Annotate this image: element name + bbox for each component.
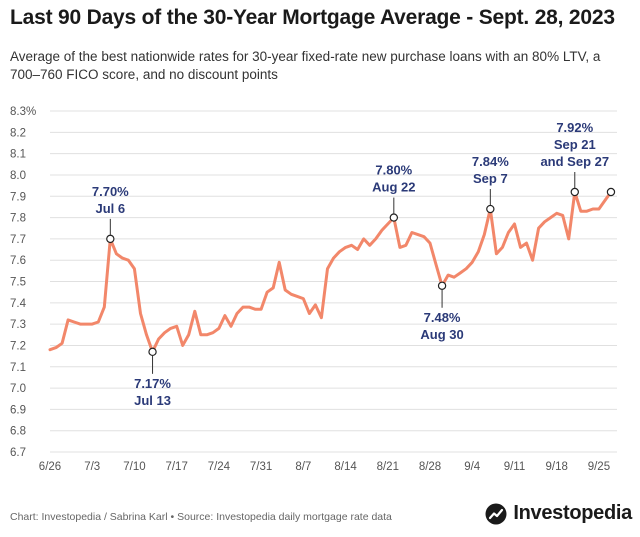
annotations: 7.70% Jul 6 7.17% Jul 13 7.80% Aug 22 7.48% Aug… — [92, 120, 616, 408]
series-line — [48, 190, 613, 354]
x-tick-label: 7/24 — [208, 461, 231, 473]
annotation-label: 7.92% — [556, 120, 593, 135]
y-tick-label: 8.0 — [10, 170, 26, 182]
x-tick-label: 9/18 — [545, 461, 567, 473]
annotation-marker — [437, 281, 447, 290]
x-tick-label: 9/25 — [588, 461, 610, 473]
x-tick-label: 7/17 — [165, 461, 187, 473]
annotation-label: Aug 22 — [372, 180, 415, 195]
x-tick-label: 8/7 — [295, 461, 311, 473]
y-tick-label: 7.3 — [10, 319, 26, 331]
y-tick-label: 8.3% — [10, 106, 36, 118]
x-tick-label: 8/21 — [377, 461, 399, 473]
chart-subtitle: Average of the best nationwide rates for… — [10, 49, 601, 82]
x-tick-label: 7/31 — [250, 461, 272, 473]
y-tick-label: 7.1 — [10, 362, 26, 374]
y-tick-label: 7.4 — [10, 298, 27, 310]
y-tick-label: 6.8 — [10, 426, 26, 438]
annotation-label: 7.17% — [134, 376, 171, 391]
annotation-label: and Sep 27 — [540, 154, 609, 169]
y-tick-label: 6.9 — [10, 404, 26, 416]
x-tick-label: 8/14 — [334, 461, 357, 473]
annotation-marker — [389, 213, 399, 222]
annotation-marker — [148, 347, 157, 357]
annotation-label: 7.48% — [424, 310, 461, 325]
x-tick-label: 9/4 — [464, 461, 481, 473]
annotation-label: Sep 21 — [554, 137, 596, 152]
y-tick-label: 6.7 — [10, 447, 26, 459]
investopedia-logo-icon — [485, 503, 507, 524]
y-tick-label: 7.6 — [10, 255, 26, 267]
annotation-label: Jul 6 — [96, 201, 126, 216]
chart-credit: Chart: Investopedia / Sabrina Karl • Sou… — [10, 511, 392, 523]
y-tick-label: 7.0 — [10, 383, 26, 395]
annotation-marker — [106, 234, 115, 244]
annotation-label: Jul 13 — [134, 393, 171, 408]
annotation-label: 7.80% — [375, 163, 412, 178]
y-tick-label: 7.7 — [10, 234, 26, 246]
chart-title: Last 90 Days of the 30-Year Mortgage Ave… — [10, 6, 615, 29]
x-tick-label: 6/26 — [39, 461, 61, 473]
x-axis-ticks: 6/26 7/3 7/10 7/17 7/24 7/31 8/7 8/14 8/21 8/28 9/… — [39, 461, 610, 473]
y-tick-label: 7.5 — [10, 277, 26, 289]
y-tick-label: 8.2 — [10, 127, 26, 139]
y-tick-label: 7.8 — [10, 213, 26, 225]
annotation-marker — [486, 204, 495, 214]
y-tick-label: 7.2 — [10, 340, 26, 352]
y-tick-label: 7.9 — [10, 191, 26, 203]
annotation-label: 7.84% — [472, 154, 509, 169]
y-axis-ticks: 6.7 6.8 6.9 7.0 7.1 7.2 7.3 7.4 7.5 7.6 7.7 7.8 7.9 8… — [10, 106, 36, 459]
annotation-label: Sep 7 — [473, 171, 508, 186]
x-tick-label: 7/10 — [123, 461, 145, 473]
annotation-label: 7.70% — [92, 184, 129, 199]
x-tick-label: 9/11 — [504, 461, 526, 473]
brand-name: Investopedia — [513, 502, 632, 524]
x-tick-label: 7/3 — [84, 461, 100, 473]
annotation-label: Aug 30 — [420, 327, 463, 342]
brand-logo: Investopedia — [485, 502, 632, 525]
annotation-marker — [606, 187, 616, 197]
y-tick-label: 8.1 — [10, 149, 26, 161]
x-tick-label: 8/28 — [419, 461, 441, 473]
annotation-marker — [570, 187, 579, 197]
series-layer — [48, 190, 613, 354]
